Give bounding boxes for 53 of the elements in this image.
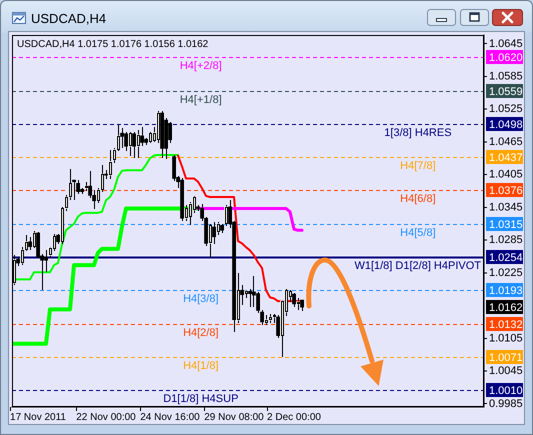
x-tick-label: 29 Nov 08:00 [204,412,264,423]
candlestick [136,130,140,158]
candlestick [108,150,112,180]
ref-line-label: D1[1/8] H4SUP [163,393,238,406]
x-tick-label: 17 Nov 2011 [10,412,66,423]
chart-title: USDCAD,H4 [31,11,106,26]
ref-line-label: H4[2/8] [183,327,219,340]
candlestick [140,126,144,146]
y-tick-label: 1.0465 [489,136,523,148]
y-tick-label: 1.0405 [489,168,523,181]
annotation: 1.0315 [489,219,523,232]
y-tick-label: 1.0585 [489,70,523,82]
candlestick [224,204,228,226]
annotation: 1.0162 [489,302,523,314]
ref-line-label: H4[+2/8] [180,60,222,72]
annotation: 1.0559 [489,86,523,98]
y-tick-label: 1.0645 [489,38,523,50]
ref-line-label: W1[1/8] D1[2/8] H4PIVOT [354,260,482,272]
candlestick [28,236,32,250]
ref-line-label: H4[6/8] [400,193,436,206]
annotation: 1.0437 [489,152,523,164]
chart-subtitle: USDCAD,H4 1.0175 1.0176 1.0156 1.0162 [17,38,209,50]
y-tick-label: 1.0225 [489,266,523,279]
annotation: 1.0376 [489,185,523,198]
candlestick [128,132,132,156]
y-tick-label: 0.9985 [489,398,523,410]
y-tick-label: 1.0045 [489,365,523,378]
candlestick [252,276,256,308]
annotation: 1.0498 [489,119,523,132]
candlestick [120,128,124,148]
x-tick-label: 22 Nov 00:00 [76,412,136,423]
ref-line-label: H4[5/8] [400,227,436,240]
ref-line-label: 1[3/8] H4RES [384,127,452,140]
annotation: 1.0010 [489,385,523,398]
x-tick-label: 2 Dec 00:00 [267,412,322,423]
candlestick [296,298,300,310]
ref-line-label: H4[3/8] [183,293,219,306]
y-tick-label: 1.0525 [489,103,523,116]
candlestick [88,170,92,198]
y-tick-label: 1.0285 [489,234,523,246]
annotation: 1.0071 [489,352,523,364]
ref-line-label: H4[+1/8] [180,94,222,106]
x-tick-label: 24 Nov 16:00 [140,412,200,423]
annotation: 1.0193 [489,285,523,298]
ref-line-label: H4[7/8] [400,160,436,172]
annotation: 1.0620 [489,52,523,64]
y-tick-label: 1.0345 [489,201,523,214]
y-tick-label: 1.0105 [489,332,523,344]
annotation: 1.0254 [489,252,523,264]
candlestick [148,132,152,144]
ref-line-label: H4[1/8] [183,360,219,372]
candlestick [44,250,48,272]
annotation: 1.0132 [489,319,523,332]
